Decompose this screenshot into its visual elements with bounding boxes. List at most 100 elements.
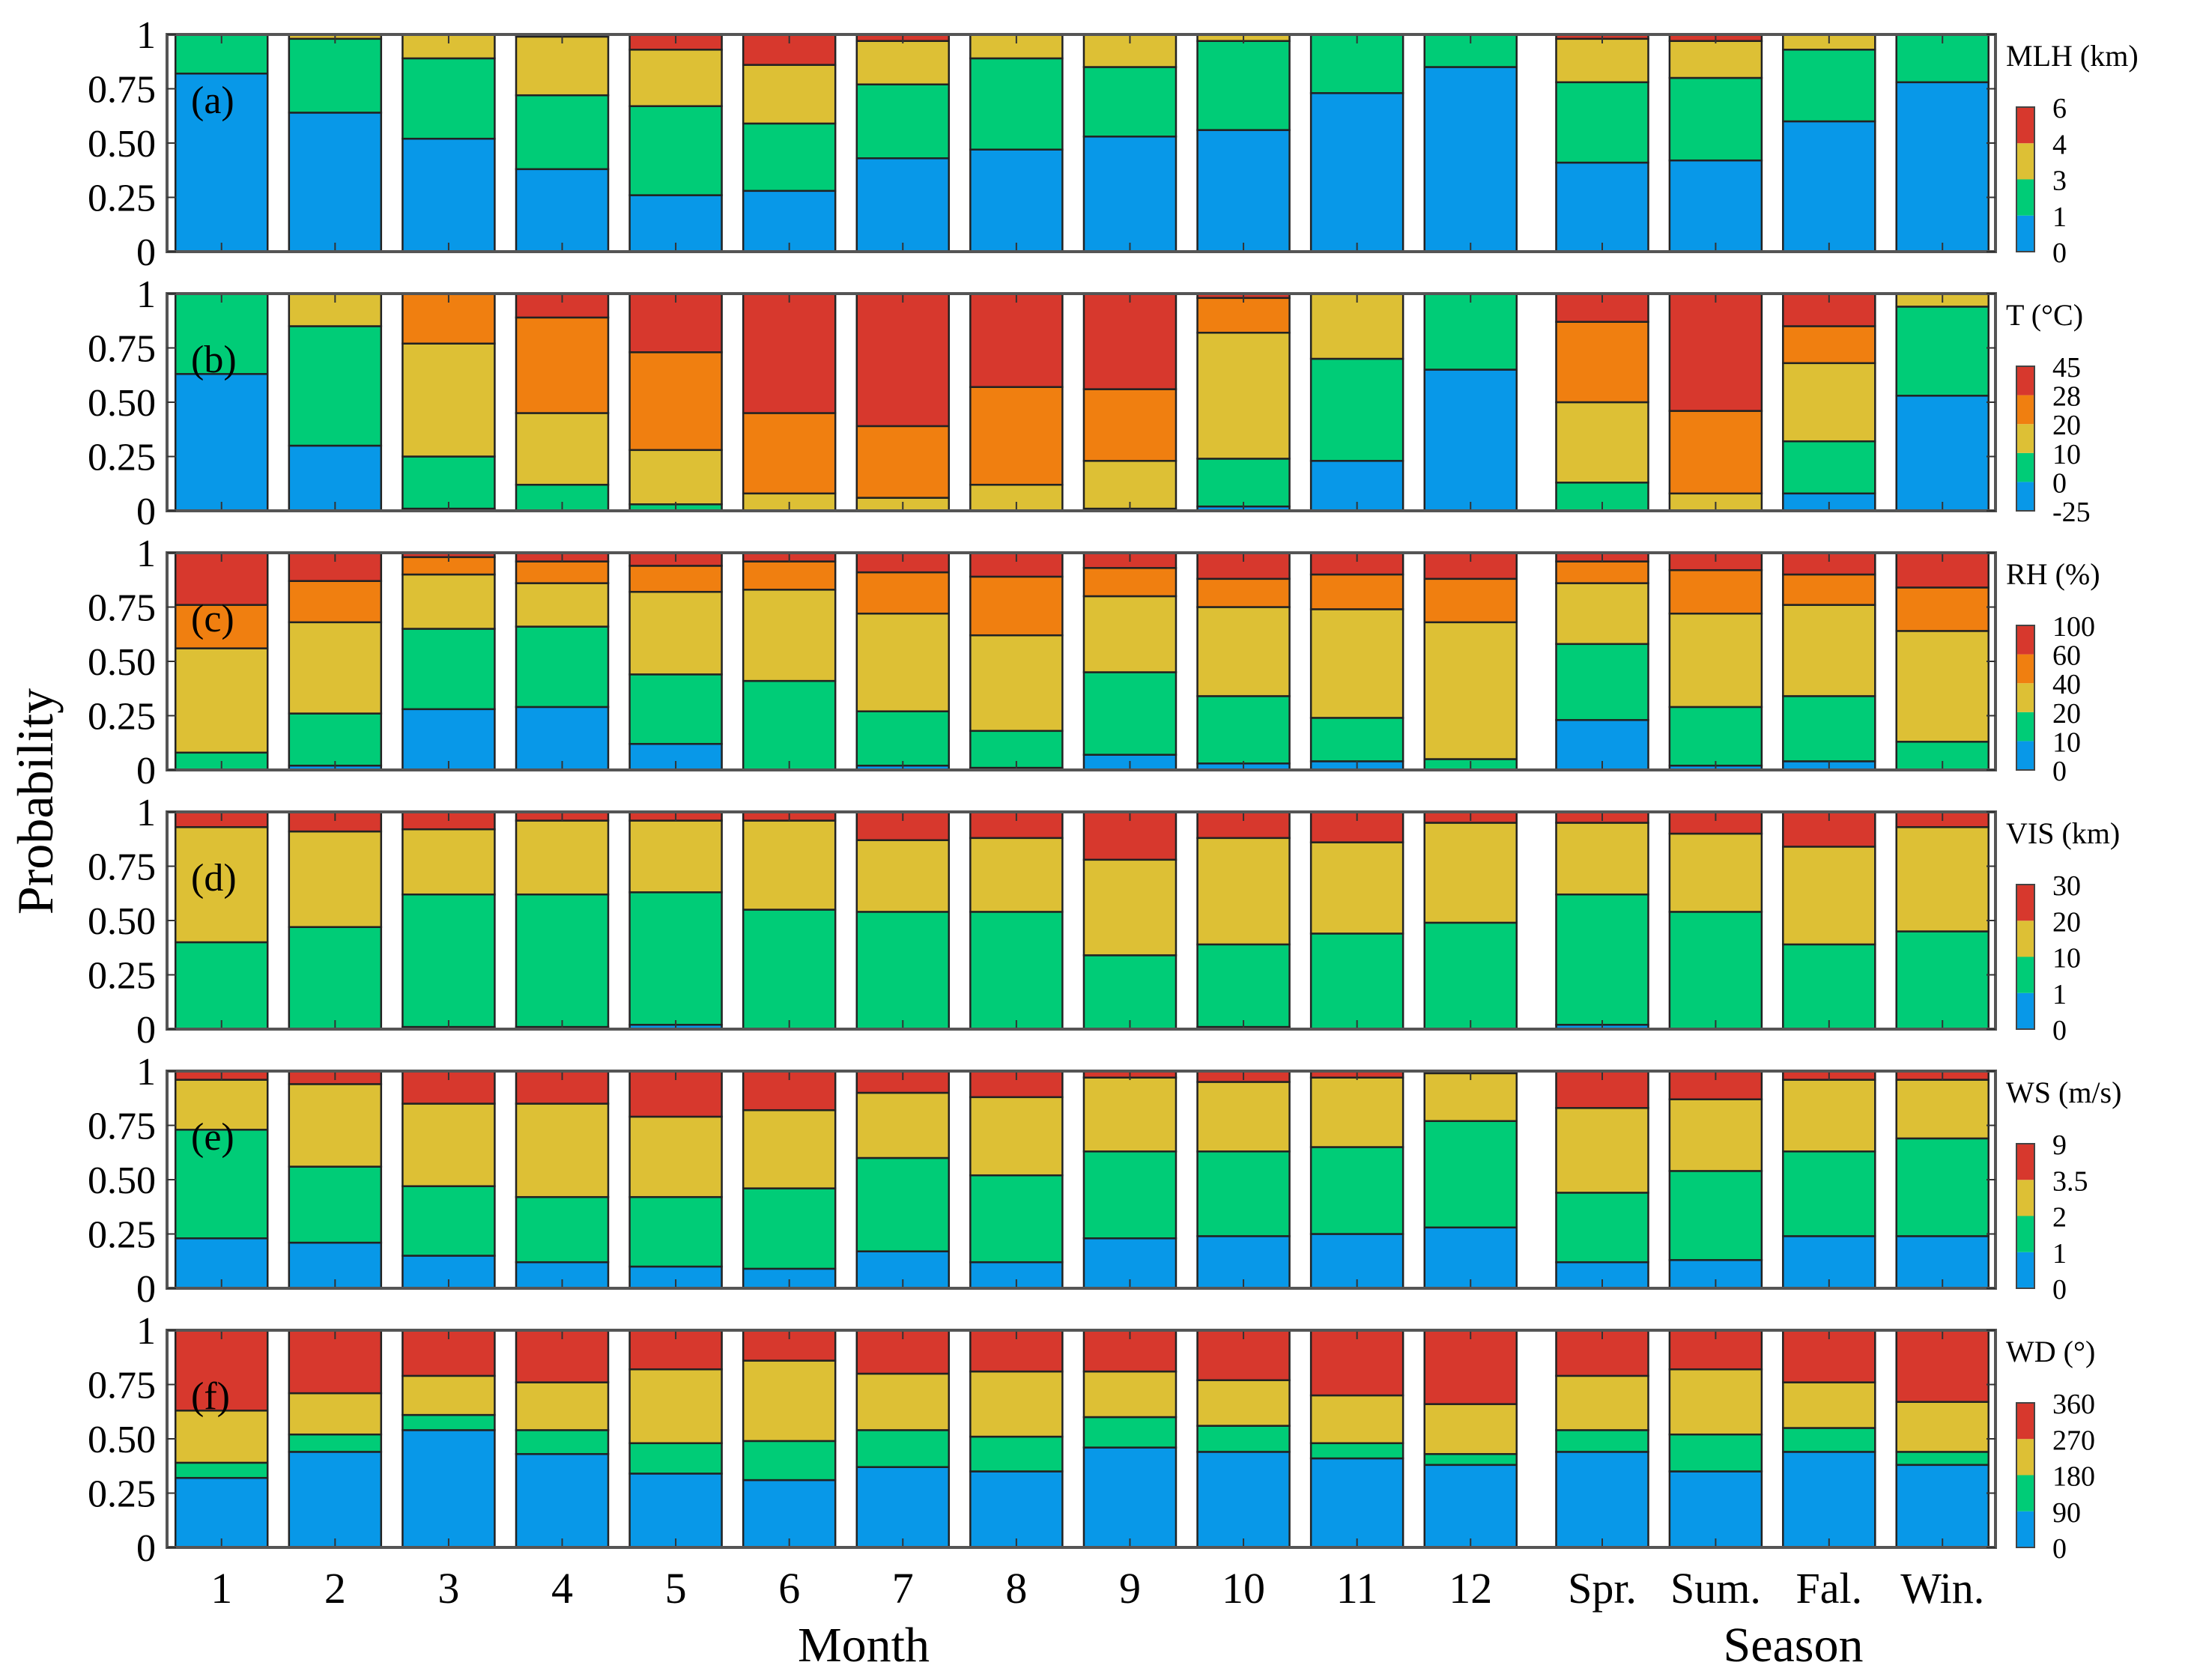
bar-segment-Fal.-class-2 (1782, 362, 1876, 443)
y-tick-label: 0 (136, 491, 156, 533)
bar-segment-Sum.-class-1 (1668, 1433, 1763, 1473)
bar-segment-9-class-0 (1082, 136, 1178, 253)
bar-segment-3-class-1 (401, 893, 496, 1028)
colorbar-tick-label: 3.5 (2052, 1165, 2088, 1197)
bar-segment-8-class-3 (969, 575, 1064, 637)
bar-segment-12-class-2 (1423, 1072, 1518, 1122)
bar-segment-12-class-0 (1423, 369, 1518, 512)
colorbar-tick-label: 20 (2052, 410, 2081, 441)
colorbar-tick-label: 20 (2052, 698, 2081, 730)
bar-segment-4-class-1 (515, 94, 610, 171)
panel-label: (a) (191, 79, 234, 122)
bar-segment-10-class-2 (1196, 1081, 1291, 1153)
colorbar-tick-label: 45 (2052, 352, 2081, 383)
colorbar-tick-label: 1 (2052, 1238, 2067, 1270)
colorbar-tick-label: 60 (2052, 640, 2081, 672)
bar-segment-7-class-2 (855, 40, 951, 85)
y-tick-label: 0.50 (88, 641, 156, 684)
bar-segment-Spr.-class-2 (1555, 822, 1649, 896)
bar-segment-6-class-1 (742, 679, 837, 771)
bar-segment-Spr.-class-2 (1555, 1374, 1649, 1431)
bar-segment-Fal.-class-2 (1782, 1079, 1876, 1153)
colorbar-tick-label: 180 (2052, 1461, 2095, 1493)
bar-segment-3-class-2 (401, 342, 496, 458)
bar-segment-1-class-1 (174, 941, 269, 1031)
bar-segment-2-class-1 (288, 1433, 383, 1453)
bar-segment-Sum.-class-3 (1668, 410, 1763, 495)
bar-segment-11-class-3 (1309, 1329, 1404, 1397)
bar-segment-5-class-2 (628, 49, 723, 107)
bar-segment-Win.-class-1 (1895, 306, 1989, 397)
bar-segment-Sum.-class-1 (1668, 1170, 1763, 1261)
bar-segment-11-class-1 (1309, 717, 1404, 762)
bar-segment-1-class-0 (174, 1476, 269, 1549)
bar-segment-4-class-0 (515, 1453, 610, 1549)
bar-segment-11-class-2 (1309, 292, 1404, 360)
bar-segment-Sum.-class-2 (1668, 40, 1763, 79)
bar-segment-4-class-2 (515, 819, 610, 896)
colorbar-segment (2016, 107, 2034, 144)
x-tick-label: 3 (437, 1564, 459, 1613)
colorbar-title: WS (m/s) (2006, 1076, 2121, 1109)
colorbar-segment (2016, 1403, 2034, 1440)
bar-segment-7-class-3 (855, 571, 951, 615)
bar-segment-2-class-0 (288, 112, 383, 253)
colorbar-segment (2016, 143, 2034, 180)
bar-segment-3-class-0 (401, 1429, 496, 1549)
bar-segment-Fal.-class-0 (1782, 1451, 1876, 1549)
bar-segment-Fal.-class-0 (1782, 120, 1876, 253)
bar-segment-5-class-1 (628, 1442, 723, 1475)
x-tick-label: 10 (1222, 1564, 1265, 1613)
bar-segment-Win.-class-2 (1895, 630, 1989, 743)
colorbar-tick-label: 10 (2052, 943, 2081, 974)
y-tick-label: 0.75 (88, 328, 156, 371)
colorbar-tick-label: 0 (2052, 756, 2067, 787)
bar-segment-10-class-3 (1196, 810, 1291, 840)
colorbar-tick-label: 2 (2052, 1202, 2067, 1234)
colorbar-segment (2016, 885, 2034, 921)
bar-segment-4-class-3 (515, 316, 610, 414)
bar-segment-3-class-1 (401, 455, 496, 510)
y-tick-label: 0 (136, 231, 156, 274)
bar-segment-Spr.-class-2 (1555, 1107, 1649, 1194)
bar-segment-11-class-1 (1309, 1146, 1404, 1235)
colorbar-title: VIS (km) (2006, 816, 2120, 850)
y-tick-label: 1 (136, 533, 156, 575)
bar-segment-4-class-2 (515, 35, 610, 97)
colorbar-tick-label: 0 (2052, 1274, 2067, 1306)
bar-segment-2-class-2 (288, 1083, 383, 1168)
bar-segment-9-class-3 (1082, 567, 1178, 598)
y-tick-label: 0 (136, 750, 156, 792)
bar-segment-1-class-1 (174, 1129, 269, 1240)
bar-segment-7-class-2 (855, 839, 951, 913)
bar-segment-Sum.-class-0 (1668, 1470, 1763, 1549)
bar-segment-5-class-2 (628, 449, 723, 506)
y-tick-label: 0.25 (88, 1473, 156, 1516)
y-tick-label: 0 (136, 1527, 156, 1570)
bar-segment-11-class-1 (1309, 1442, 1404, 1460)
colorbar-segment (2016, 654, 2034, 684)
bar-segment-10-class-3 (1196, 297, 1291, 334)
x-tick-label: 4 (551, 1564, 573, 1613)
bar-segment-10-class-2 (1196, 1379, 1291, 1427)
bar-segment-12-class-1 (1423, 292, 1518, 371)
bar-segment-Sum.-class-1 (1668, 911, 1763, 1031)
bar-segment-10-class-0 (1196, 1451, 1291, 1549)
bar-segment-Sum.-class-2 (1668, 1368, 1763, 1436)
bar-segment-Spr.-class-3 (1555, 321, 1649, 404)
bar-segment-9-class-1 (1082, 954, 1178, 1031)
panel-label: (c) (191, 598, 234, 640)
bar-segment-3-class-2 (401, 828, 496, 896)
y-tick-label: 0.50 (88, 900, 156, 943)
colorbar-tick-label: 40 (2052, 669, 2081, 700)
panel-f: 0 0.25 0.50 0.75 1 (f) WD (°) 0 90 180 270 360 (88, 1310, 2095, 1570)
bar-segment-1-class-2 (174, 826, 269, 944)
bar-segment-7-class-2 (855, 1372, 951, 1431)
colorbar-tick-label: 28 (2052, 381, 2081, 413)
bar-segment-6-class-2 (742, 819, 837, 911)
colorbar-tick-label: -25 (2052, 497, 2091, 528)
bar-segment-10-class-2 (1196, 837, 1291, 946)
colorbar-tick-label: 0 (2052, 1533, 2067, 1565)
bar-segment-9-class-1 (1082, 1150, 1178, 1240)
